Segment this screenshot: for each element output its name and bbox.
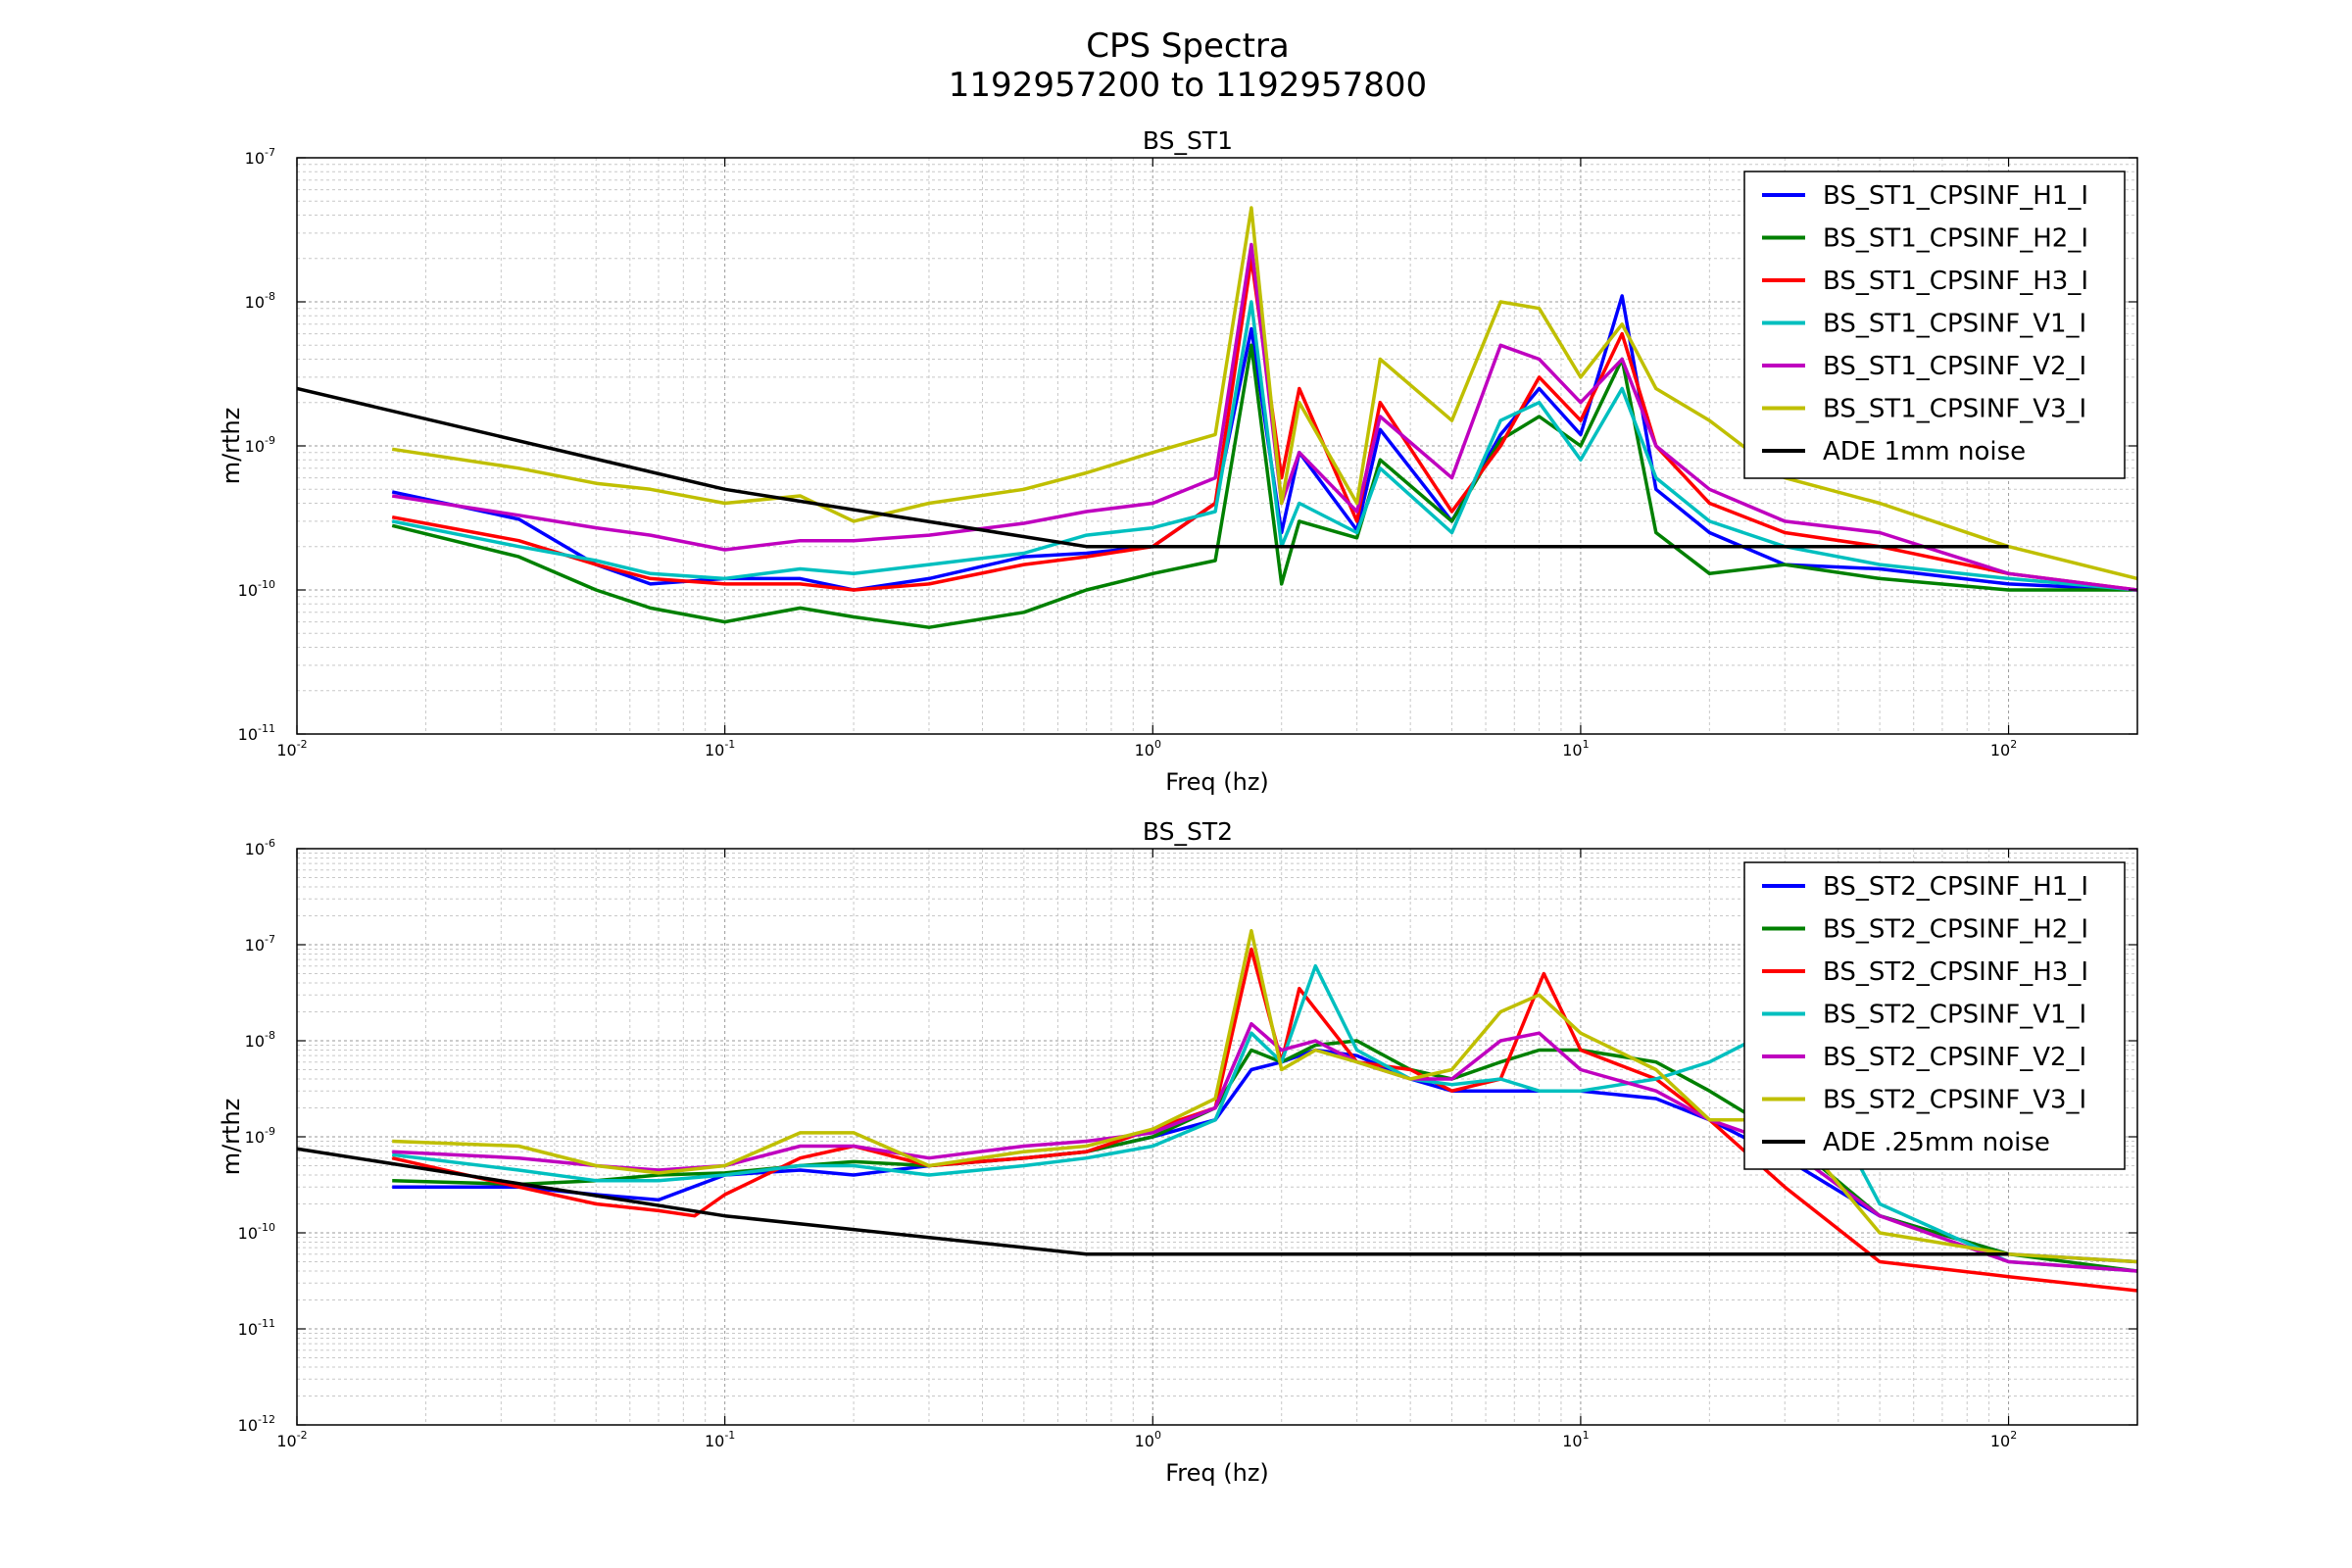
legend-label: BS_ST1_CPSINF_V1_I bbox=[1823, 310, 2086, 339]
legend-label: BS_ST2_CPSINF_V3_I bbox=[1823, 1086, 2086, 1115]
x-tick-label: 10-2 bbox=[276, 738, 307, 760]
legend-label: BS_ST1_CPSINF_H3_I bbox=[1823, 267, 2088, 296]
series-line-bs-st2-cpsinf-v3-i bbox=[392, 928, 2137, 1264]
x-axis-label: Freq (hz) bbox=[1165, 1459, 1269, 1487]
y-tick-label: 10-8 bbox=[245, 1029, 275, 1051]
panel-bs-st2: BS_ST2 10-2 10-1 100 101 102 10-12 10-11 10-10 1… bbox=[218, 817, 2138, 1487]
legend-label: ADE 1mm noise bbox=[1823, 437, 2026, 466]
legend-entry: BS_ST1_CPSINF_H2_I bbox=[1762, 224, 2088, 254]
x-tick-label: 101 bbox=[1562, 1429, 1589, 1450]
y-tick-label: 10-7 bbox=[245, 933, 275, 955]
series-line-ade-1mm-noise bbox=[297, 386, 2009, 549]
legend-label: BS_ST1_CPSINF_V2_I bbox=[1823, 352, 2086, 381]
series-line-bs-st1-cpsinf-h3-i bbox=[391, 256, 2137, 592]
x-tick-label: 10-1 bbox=[705, 1429, 735, 1450]
legend-entry: BS_ST2_CPSINF_H2_I bbox=[1762, 915, 2088, 945]
y-tick-label: 10-10 bbox=[238, 578, 275, 600]
y-tick-label: 10-11 bbox=[238, 1317, 275, 1339]
y-tick-label: 10-12 bbox=[238, 1413, 275, 1435]
x-tick-label: 102 bbox=[1990, 1429, 2017, 1450]
x-tick-label: 10-2 bbox=[276, 1429, 307, 1450]
series-line-bs-st1-cpsinf-v2-i bbox=[391, 242, 2137, 592]
legend-entry: ADE .25mm noise bbox=[1762, 1128, 2050, 1157]
legend-entry: BS_ST2_CPSINF_V1_I bbox=[1762, 1001, 2086, 1030]
y-axis-label: m/rthz bbox=[218, 1099, 245, 1176]
legend-entry: BS_ST2_CPSINF_H1_I bbox=[1762, 872, 2088, 902]
legend-entry: BS_ST1_CPSINF_V1_I bbox=[1762, 310, 2086, 339]
series-group bbox=[297, 928, 2137, 1293]
panel-bs-st1: BS_ST1 10-2 10-1 100 101 102 10-11 10-10 10-9 10… bbox=[218, 126, 2138, 796]
panel-title: BS_ST1 bbox=[1143, 126, 1233, 155]
x-tick-label: 100 bbox=[1135, 738, 1161, 760]
legend-entry: BS_ST2_CPSINF_V3_I bbox=[1762, 1086, 2086, 1115]
legend-entry: BS_ST1_CPSINF_V2_I bbox=[1762, 352, 2086, 381]
y-axis-label: m/rthz bbox=[218, 408, 245, 485]
legend-label: BS_ST1_CPSINF_V3_I bbox=[1823, 395, 2086, 424]
legend-label: ADE .25mm noise bbox=[1823, 1128, 2050, 1157]
y-tick-label: 10-9 bbox=[245, 1125, 275, 1147]
legend-entry: BS_ST1_CPSINF_H3_I bbox=[1762, 267, 2088, 296]
legend-label: BS_ST1_CPSINF_H2_I bbox=[1823, 224, 2088, 254]
legend-entry: BS_ST2_CPSINF_V2_I bbox=[1762, 1043, 2086, 1072]
legend-entry: BS_ST1_CPSINF_H1_I bbox=[1762, 181, 2088, 211]
y-tick-label: 10-7 bbox=[245, 146, 275, 168]
legend-label: BS_ST2_CPSINF_V2_I bbox=[1823, 1043, 2086, 1072]
y-tick-label: 10-10 bbox=[238, 1221, 275, 1243]
legend-label: BS_ST2_CPSINF_H3_I bbox=[1823, 957, 2088, 987]
x-tick-label: 10-1 bbox=[705, 738, 735, 760]
series-line-ade-25mm-noise bbox=[297, 1147, 2009, 1256]
panel-title: BS_ST2 bbox=[1143, 817, 1233, 846]
legend-label: BS_ST2_CPSINF_V1_I bbox=[1823, 1001, 2086, 1030]
x-axis-label: Freq (hz) bbox=[1165, 768, 1269, 796]
legend: BS_ST2_CPSINF_H1_I BS_ST2_CPSINF_H2_I BS_S… bbox=[1743, 861, 2126, 1170]
legend: BS_ST1_CPSINF_H1_I BS_ST1_CPSINF_H2_I BS_S… bbox=[1743, 171, 2126, 479]
x-tick-label: 101 bbox=[1562, 738, 1589, 760]
legend-entry: BS_ST1_CPSINF_V3_I bbox=[1762, 395, 2086, 424]
y-tick-label: 10-8 bbox=[245, 290, 275, 312]
y-tick-label: 10-6 bbox=[245, 837, 275, 858]
legend-label: BS_ST1_CPSINF_H1_I bbox=[1823, 181, 2088, 211]
y-tick-label: 10-9 bbox=[245, 434, 275, 456]
legend-entry: BS_ST2_CPSINF_H3_I bbox=[1762, 957, 2088, 987]
legend-box bbox=[1743, 861, 2126, 1170]
legend-entry: ADE 1mm noise bbox=[1762, 437, 2026, 466]
legend-label: BS_ST2_CPSINF_H2_I bbox=[1823, 915, 2088, 945]
series-line-bs-st1-cpsinf-h2-i bbox=[391, 343, 2137, 629]
series-line-bs-st2-cpsinf-v2-i bbox=[392, 1021, 2137, 1273]
figure-title-line1: CPS Spectra bbox=[1086, 26, 1290, 66]
series-group bbox=[297, 206, 2137, 629]
series-line-bs-st1-cpsinf-v3-i bbox=[391, 206, 2137, 581]
series-line-bs-st1-cpsinf-h1-i bbox=[391, 294, 2137, 592]
figure-title-line2: 1192957200 to 1192957800 bbox=[949, 66, 1427, 105]
x-tick-label: 100 bbox=[1135, 1429, 1161, 1450]
x-tick-label: 102 bbox=[1990, 738, 2017, 760]
series-line-bs-st1-cpsinf-v1-i bbox=[391, 300, 2137, 592]
legend-box bbox=[1743, 171, 2126, 479]
legend-label: BS_ST2_CPSINF_H1_I bbox=[1823, 872, 2088, 902]
y-tick-label: 10-11 bbox=[238, 722, 275, 744]
